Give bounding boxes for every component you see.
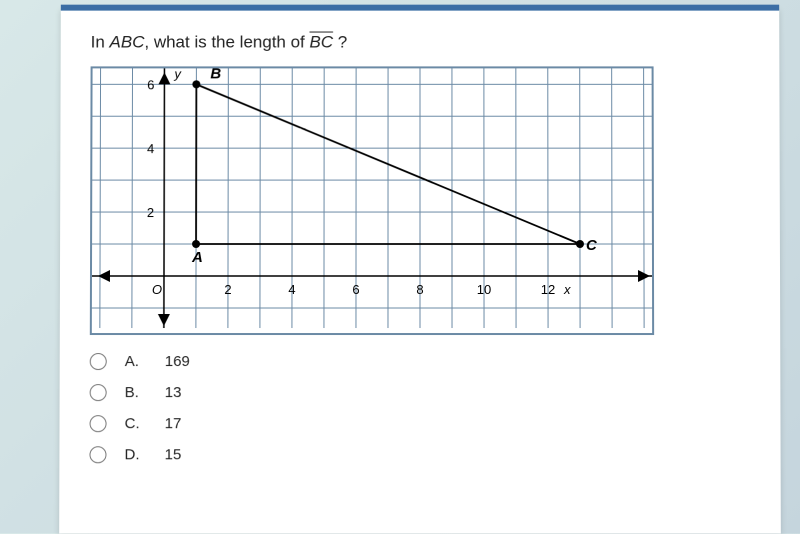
- answer-option[interactable]: B. 13: [90, 384, 751, 401]
- svg-text:6: 6: [147, 77, 154, 92]
- radio-icon[interactable]: [89, 446, 106, 463]
- answer-value: 17: [165, 415, 182, 432]
- answer-letter: C.: [125, 415, 147, 432]
- top-bar: [61, 5, 779, 11]
- svg-text:4: 4: [147, 141, 154, 156]
- answer-option[interactable]: C. 17: [90, 415, 751, 432]
- question-text: In ABC, what is the length of BC ?: [91, 33, 750, 53]
- q-middle: , what is the length of: [144, 33, 309, 52]
- svg-text:B: B: [210, 68, 221, 82]
- answer-value: 169: [165, 353, 190, 370]
- answer-letter: D.: [125, 446, 147, 463]
- svg-text:12: 12: [541, 282, 555, 297]
- answer-option[interactable]: A. 169: [90, 353, 751, 370]
- answer-value: 13: [165, 384, 182, 401]
- answer-list: A. 169 B. 13 C. 17 D. 15: [89, 353, 750, 463]
- q-prefix: In: [91, 33, 110, 52]
- q-triangle: ABC: [110, 33, 145, 52]
- svg-text:x: x: [563, 282, 571, 297]
- q-suffix: ?: [333, 33, 347, 52]
- graph-container: O24681012x246yABC: [90, 66, 654, 335]
- svg-text:A: A: [191, 249, 203, 266]
- answer-option[interactable]: D. 15: [89, 446, 750, 463]
- svg-text:6: 6: [352, 282, 359, 297]
- q-segment: BC: [309, 33, 333, 52]
- radio-icon[interactable]: [90, 353, 107, 370]
- radio-icon[interactable]: [90, 415, 107, 432]
- coordinate-graph: O24681012x246yABC: [92, 68, 652, 328]
- svg-text:8: 8: [416, 282, 423, 297]
- answer-value: 15: [165, 446, 182, 463]
- answer-letter: A.: [125, 353, 147, 370]
- svg-text:2: 2: [224, 282, 231, 297]
- svg-text:10: 10: [477, 282, 491, 297]
- svg-text:O: O: [152, 282, 162, 297]
- radio-icon[interactable]: [90, 384, 107, 401]
- svg-text:C: C: [586, 237, 597, 254]
- question-card: In ABC, what is the length of BC ? O2468…: [59, 9, 781, 534]
- answer-letter: B.: [125, 384, 147, 401]
- svg-text:2: 2: [147, 205, 154, 220]
- svg-text:4: 4: [288, 282, 295, 297]
